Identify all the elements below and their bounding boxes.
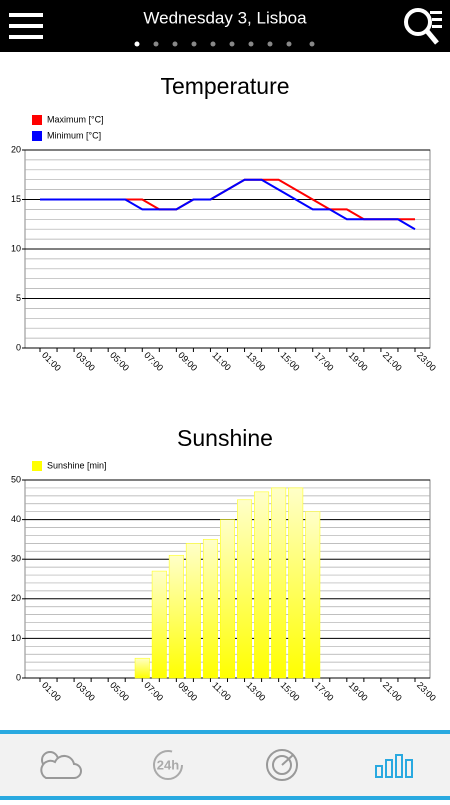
menu-button[interactable]	[9, 13, 43, 39]
page-dot	[286, 41, 292, 47]
legend-label: Sunshine [min]	[47, 460, 107, 470]
tab-bar-top-line	[0, 730, 450, 734]
legend-label: Maximum [°C]	[47, 114, 104, 124]
menu-line	[9, 24, 43, 28]
x-tick-label: 15:00	[279, 350, 302, 373]
bar	[254, 491, 270, 679]
chart-icon-bar	[375, 765, 383, 778]
bar	[220, 519, 235, 679]
y-tick-label: 50	[11, 474, 21, 484]
legend-swatch	[32, 115, 42, 125]
page-dot	[309, 41, 315, 47]
x-tick-label: 07:00	[142, 350, 165, 373]
x-tick-label: 15:00	[279, 680, 302, 703]
header-bar	[0, 0, 450, 52]
page-dot	[267, 41, 273, 47]
legend-label: Minimum [°C]	[47, 130, 101, 140]
tab-bar-bottom-line	[0, 796, 450, 800]
clock-arc	[153, 750, 183, 780]
search-lens	[404, 8, 432, 36]
menu-line	[9, 35, 43, 39]
search-handle	[425, 29, 439, 45]
search-button[interactable]	[404, 8, 442, 45]
chart-icon-bar	[385, 759, 393, 778]
x-tick-label: 19:00	[347, 350, 370, 373]
x-tick-label: 03:00	[74, 680, 97, 703]
y-tick-label: 10	[11, 243, 21, 253]
chart-title: Sunshine	[177, 425, 273, 451]
page-dots	[134, 41, 315, 47]
x-tick-label: 23:00	[415, 680, 438, 703]
tab-label: 24h	[157, 757, 179, 772]
x-tick-label: 09:00	[176, 680, 199, 703]
x-tick-label: 21:00	[381, 350, 404, 373]
series-line	[40, 178, 416, 231]
page-dot	[191, 41, 197, 47]
cloud-icon	[40, 754, 82, 779]
legend-swatch	[32, 131, 42, 141]
y-tick-label: 0	[16, 342, 21, 352]
x-tick-label: 17:00	[313, 350, 336, 373]
bar	[168, 554, 184, 679]
search-line	[430, 11, 442, 14]
x-tick-label: 01:00	[40, 350, 63, 373]
x-tick-label: 21:00	[381, 680, 404, 703]
y-tick-label: 20	[11, 144, 21, 154]
x-tick-label: 05:00	[108, 680, 131, 703]
bar	[134, 657, 150, 679]
x-tick-label: 05:00	[108, 350, 131, 373]
bar	[271, 487, 287, 679]
x-tick-label: 17:00	[313, 680, 336, 703]
chart-icon-bar	[405, 759, 413, 778]
radar-sweep	[281, 754, 294, 766]
page-dot	[153, 41, 159, 47]
chart-icon-bar	[395, 754, 403, 778]
radar-mid	[272, 755, 292, 775]
bar	[151, 570, 167, 679]
y-tick-label: 0	[16, 672, 21, 682]
tab-24h[interactable]: 24h	[153, 750, 183, 780]
tab-radar[interactable]	[266, 749, 298, 781]
bar	[237, 499, 253, 679]
x-tick-label: 13:00	[244, 680, 267, 703]
page-dot-active	[134, 41, 140, 47]
x-tick-label: 11:00	[210, 680, 233, 703]
x-tick-label: 23:00	[415, 350, 438, 373]
x-tick-label: 09:00	[176, 350, 199, 373]
tab-weather[interactable]	[40, 751, 82, 779]
bar	[288, 487, 304, 679]
search-line	[432, 25, 442, 28]
y-tick-label: 40	[11, 514, 21, 524]
chart-title: Temperature	[160, 73, 289, 99]
x-tick-label: 19:00	[347, 680, 370, 703]
page-dot	[229, 41, 235, 47]
bar	[305, 511, 321, 679]
tab-charts[interactable]	[375, 754, 413, 778]
bar	[185, 543, 201, 679]
y-tick-label: 10	[11, 633, 21, 643]
menu-line	[9, 13, 43, 17]
x-tick-label: 07:00	[142, 680, 165, 703]
page-dot	[210, 41, 216, 47]
x-tick-label: 11:00	[210, 350, 233, 373]
page-dot	[248, 41, 254, 47]
legend-swatch	[32, 461, 42, 471]
y-tick-label: 5	[16, 293, 21, 303]
x-tick-label: 01:00	[40, 680, 63, 703]
bar	[202, 539, 218, 679]
x-tick-label: 03:00	[74, 350, 97, 373]
x-tick-label: 13:00	[244, 350, 267, 373]
page-dot	[172, 41, 178, 47]
y-tick-label: 20	[11, 593, 21, 603]
header-title: Wednesday 3, Lisboa	[143, 8, 307, 27]
search-line	[432, 18, 442, 21]
y-tick-label: 15	[11, 194, 21, 204]
y-tick-label: 30	[11, 554, 21, 564]
radar-outer	[266, 749, 298, 781]
